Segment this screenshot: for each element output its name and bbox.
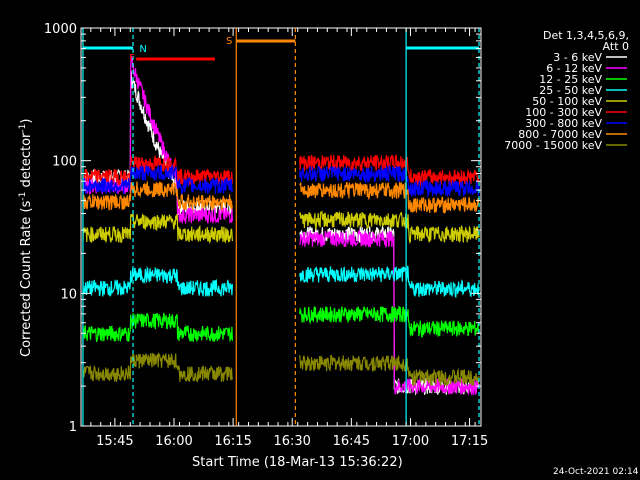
x-tick-label-4: 16:45: [333, 434, 370, 449]
y-tick-label-3: 1000: [44, 22, 77, 37]
series-line-4-0: [82, 212, 233, 244]
legend-header-1: Att 0: [603, 40, 629, 53]
x-tick-label-6: 17:15: [451, 434, 488, 449]
series-line-8-1: [299, 354, 480, 388]
series-line-4-1: [299, 210, 480, 244]
series-line-5-0: [82, 154, 233, 186]
x-tick-label-5: 17:00: [392, 434, 429, 449]
svg-text:Corrected Count Rate (s-1 dete: Corrected Count Rate (s-1 detector-1): [18, 119, 34, 357]
x-tick-label-0: 15:45: [96, 434, 133, 449]
legend-label-3: 25 - 50 keV: [539, 84, 602, 97]
timestamp: 24-Oct-2021 02:14: [553, 467, 639, 477]
y-axis-label: Corrected Count Rate (s-1 detector-1): [18, 119, 34, 357]
legend-label-1: 6 - 12 keV: [546, 62, 602, 75]
legend-label-0: 3 - 6 keV: [553, 51, 602, 64]
axis-layer: 15:45 16:00 16:15 16:30 16:45 17:00 17:15 1 10 10…: [44, 22, 488, 449]
y-axis-label-main: Corrected Count Rate (s: [19, 200, 34, 357]
series-layer: [82, 55, 480, 397]
y-tick-label-2: 100: [52, 155, 77, 170]
legend-label-5: 100 - 300 keV: [525, 106, 602, 119]
series-line-3-1: [299, 265, 480, 299]
series-line-7-1: [299, 181, 480, 215]
legend-label-6: 300 - 800 keV: [525, 117, 602, 130]
plot-frame: [80, 27, 482, 427]
x-tick-label-1: 16:00: [155, 434, 192, 449]
x-tick-label-2: 16:15: [214, 434, 251, 449]
x-tick-label-3: 16:30: [273, 434, 310, 449]
legend-label-4: 50 - 100 keV: [532, 95, 602, 108]
series-line-2-0: [82, 312, 233, 343]
legend-label-7: 800 - 7000 keV: [518, 128, 602, 141]
chart-title: RHESSI Observing Summary Count Rates, Co…: [64, 3, 457, 21]
y-axis-label-end: ): [19, 119, 34, 124]
series-line-6-1: [299, 164, 480, 199]
legend-label-8: 7000 - 15000 keV: [504, 139, 602, 152]
series-line-1-1: [299, 229, 480, 397]
series-line-8-0: [82, 352, 233, 383]
y-axis-label-sup1: -1: [18, 192, 28, 201]
annotation-label-0: N: [139, 44, 146, 55]
series-line-3-0: [82, 266, 233, 298]
y-tick-label-1: 10: [60, 287, 77, 302]
x-axis-label: Start Time (18-Mar-13 15:36:22): [192, 455, 403, 470]
legend-label-2: 12 - 25 keV: [539, 73, 602, 86]
annotation-label-2: S: [226, 36, 232, 47]
y-axis-label-mid: detector: [19, 132, 34, 192]
y-tick-label-0: 1: [69, 420, 77, 435]
series-line-6-0: [82, 164, 233, 195]
annotation-layer: NF S: [82, 28, 480, 426]
series-line-2-1: [299, 305, 480, 338]
y-axis-label-sup2: -1: [18, 124, 28, 133]
series-line-7-0: [82, 181, 233, 212]
legend-header-0: Det 1,3,4,5,6,9,: [543, 29, 629, 42]
annotation-label-1: F: [129, 53, 135, 64]
